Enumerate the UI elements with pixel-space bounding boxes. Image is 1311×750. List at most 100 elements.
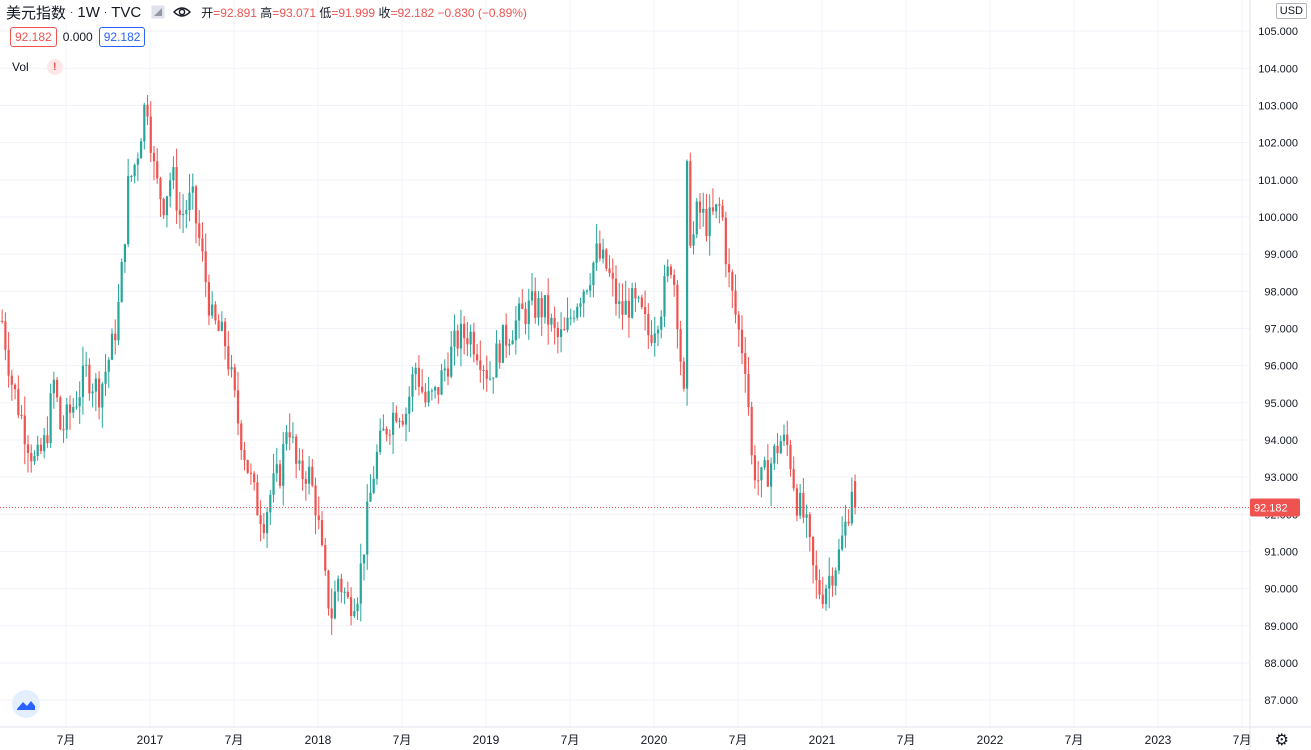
candle-down <box>466 338 469 345</box>
candle-up <box>36 444 39 456</box>
candle-down <box>207 282 211 316</box>
candle-up <box>382 428 385 431</box>
x-tick-label: 2019 <box>473 733 500 747</box>
candle-down <box>811 536 815 566</box>
y-tick-label: 95.000 <box>1264 398 1298 410</box>
candle-down <box>650 335 653 343</box>
gear-icon[interactable]: ⚙ <box>1274 732 1289 749</box>
candle-up <box>411 374 414 397</box>
candle-up <box>692 234 695 246</box>
interval-label[interactable]: 1W <box>77 3 100 21</box>
candle-down <box>731 272 734 291</box>
candle-down <box>201 238 204 252</box>
ask-pill[interactable]: 92.182 <box>98 27 146 47</box>
warning-icon[interactable]: ! <box>46 59 63 75</box>
candle-down <box>421 386 424 392</box>
currency-badge[interactable]: USD <box>1275 3 1307 19</box>
candle-up <box>104 371 107 384</box>
candle-up <box>492 377 495 379</box>
candle-up <box>356 603 359 612</box>
candle-up <box>269 494 272 513</box>
candle-up <box>337 578 340 592</box>
candle-up <box>841 535 844 550</box>
candle-up <box>282 443 285 486</box>
candle-down <box>563 329 566 331</box>
price-pills: 92.182 0.000 92.182 <box>10 27 146 47</box>
candle-down <box>740 329 744 354</box>
candle-down <box>340 578 343 593</box>
spread-value: 0.000 <box>62 30 93 44</box>
candle-down <box>4 321 7 350</box>
ohlc-values: 开=92.891 高=93.071 低=91.999 收=92.182 −0.8… <box>201 5 527 20</box>
candle-up <box>637 297 640 299</box>
y-tick-label: 88.000 <box>1264 658 1298 670</box>
tradingview-logo-icon[interactable] <box>12 690 40 718</box>
candle-down <box>162 198 165 216</box>
candle-up <box>275 464 278 474</box>
candle-down <box>553 317 556 328</box>
bid-pill[interactable]: 92.182 <box>10 27 57 47</box>
candle-down <box>795 488 799 516</box>
candle-up <box>566 317 569 330</box>
candle-down <box>262 524 265 534</box>
candle-up <box>805 514 808 518</box>
flag-icon[interactable] <box>151 5 165 19</box>
y-tick-label: 100.000 <box>1258 212 1298 224</box>
candle-down <box>68 404 72 413</box>
change-value: −0.830 (−0.89%) <box>437 5 527 20</box>
x-tick-label: 7月 <box>393 733 412 747</box>
candle-up <box>130 176 133 178</box>
candle-down <box>747 373 750 407</box>
close-label: 收 <box>378 5 391 20</box>
candle-up <box>782 434 786 442</box>
candle-up <box>459 323 463 349</box>
candle-down <box>26 444 30 453</box>
candle-up <box>514 320 517 341</box>
candle-down <box>59 397 62 430</box>
candle-down <box>547 295 550 325</box>
candle-up <box>43 435 46 452</box>
candle-up <box>211 304 214 316</box>
candle-down <box>259 515 262 525</box>
candle-up <box>307 466 311 484</box>
open-value: 92.891 <box>220 5 257 20</box>
candle-down <box>311 466 314 486</box>
candle-up <box>579 303 582 307</box>
candle-down <box>679 329 682 362</box>
candle-up <box>291 436 295 438</box>
candle-up <box>188 192 191 211</box>
candle-up <box>185 210 188 214</box>
candle-down <box>643 307 647 315</box>
symbol-name[interactable]: 美元指数 <box>6 4 67 22</box>
close-value: 92.182 <box>397 5 435 20</box>
candle-up <box>433 387 437 391</box>
x-tick-label: 7月 <box>729 733 748 747</box>
last-price-badge <box>1250 498 1300 517</box>
candle-down <box>97 378 101 408</box>
volume-label[interactable]: Vol <box>12 60 29 74</box>
y-tick-label: 99.000 <box>1264 249 1298 261</box>
candle-down <box>676 284 679 330</box>
candle-up <box>501 324 505 363</box>
candle-up <box>572 317 576 319</box>
candle-down <box>598 243 601 259</box>
candle-down <box>217 320 220 331</box>
candle-up <box>799 492 802 516</box>
candle-down <box>385 428 388 435</box>
eye-icon[interactable] <box>173 5 192 19</box>
symbol-box[interactable]: 美元指数 · 1W · TVC <box>0 1 198 23</box>
candle-up <box>372 478 375 493</box>
candle-up <box>143 104 146 142</box>
candle-up <box>379 430 382 452</box>
candle-down <box>114 333 117 341</box>
candle-up <box>585 290 589 292</box>
candle-up <box>165 196 169 216</box>
candle-up <box>850 491 853 524</box>
candle-down <box>718 204 721 206</box>
candle-down <box>23 415 26 445</box>
candle-down <box>456 330 459 349</box>
candle-up <box>601 249 605 259</box>
candle-down <box>349 597 353 617</box>
candle-down <box>13 384 17 390</box>
